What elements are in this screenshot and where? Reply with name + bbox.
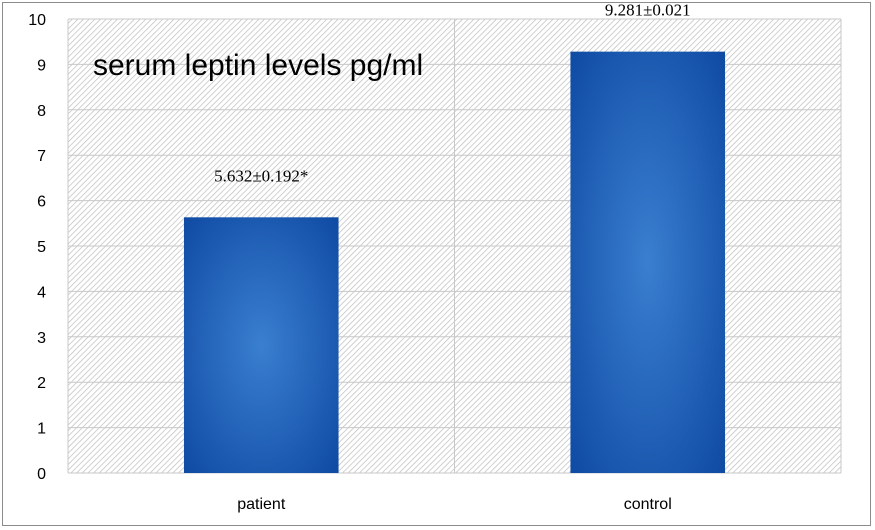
bar-patient [183,217,339,473]
y-tick-label: 5 [37,239,46,256]
x-axis-categories: patient control [237,496,672,513]
y-tick-label: 8 [37,103,46,120]
data-label: 5.632±0.192* [214,166,308,185]
chart-title: serum leptin levels pg/ml [93,49,423,82]
y-axis-ticks: 0 1 2 3 4 5 6 7 8 9 10 [28,12,46,483]
y-tick-label: 3 [37,330,46,347]
y-tick-label: 10 [28,12,46,29]
y-tick-label: 6 [37,194,46,211]
x-category-label: patient [237,496,286,513]
bar-control [570,51,726,473]
bar-chart: 0 1 2 3 4 5 6 7 8 9 10 patient control 5.632±0.192*… [28,3,842,513]
x-category-label: control [624,496,672,513]
y-tick-label: 4 [37,284,46,301]
bars [183,51,726,473]
y-tick-label: 2 [37,375,46,392]
y-tick-label: 1 [37,421,46,438]
y-tick-label: 0 [37,466,46,483]
data-labels: 5.632±0.192* 9.281±0.021 [214,3,691,185]
data-label: 9.281±0.021 [605,3,691,20]
y-tick-label: 7 [37,148,46,165]
y-tick-label: 9 [37,57,46,74]
